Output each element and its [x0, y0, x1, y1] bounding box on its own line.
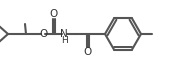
Text: H: H — [61, 35, 67, 45]
Text: O: O — [39, 29, 47, 39]
Text: N: N — [60, 29, 68, 39]
Text: O: O — [84, 47, 92, 57]
Text: O: O — [50, 9, 58, 19]
